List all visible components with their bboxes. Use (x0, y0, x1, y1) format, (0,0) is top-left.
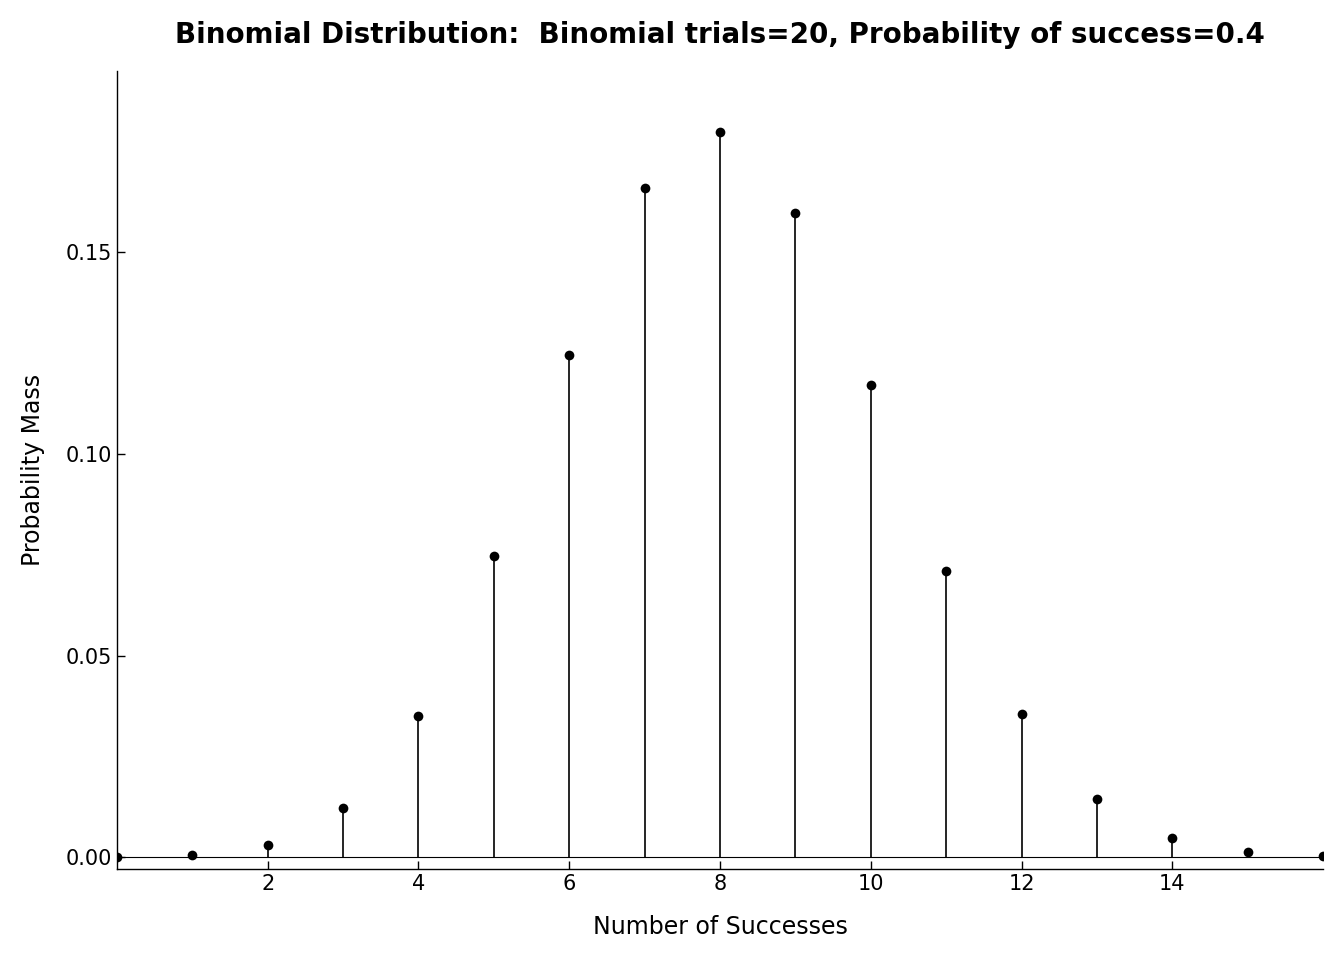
X-axis label: Number of Successes: Number of Successes (593, 915, 848, 939)
Y-axis label: Probability Mass: Probability Mass (22, 374, 44, 566)
Title: Binomial Distribution:  Binomial trials=20, Probability of success=0.4: Binomial Distribution: Binomial trials=2… (175, 21, 1265, 49)
